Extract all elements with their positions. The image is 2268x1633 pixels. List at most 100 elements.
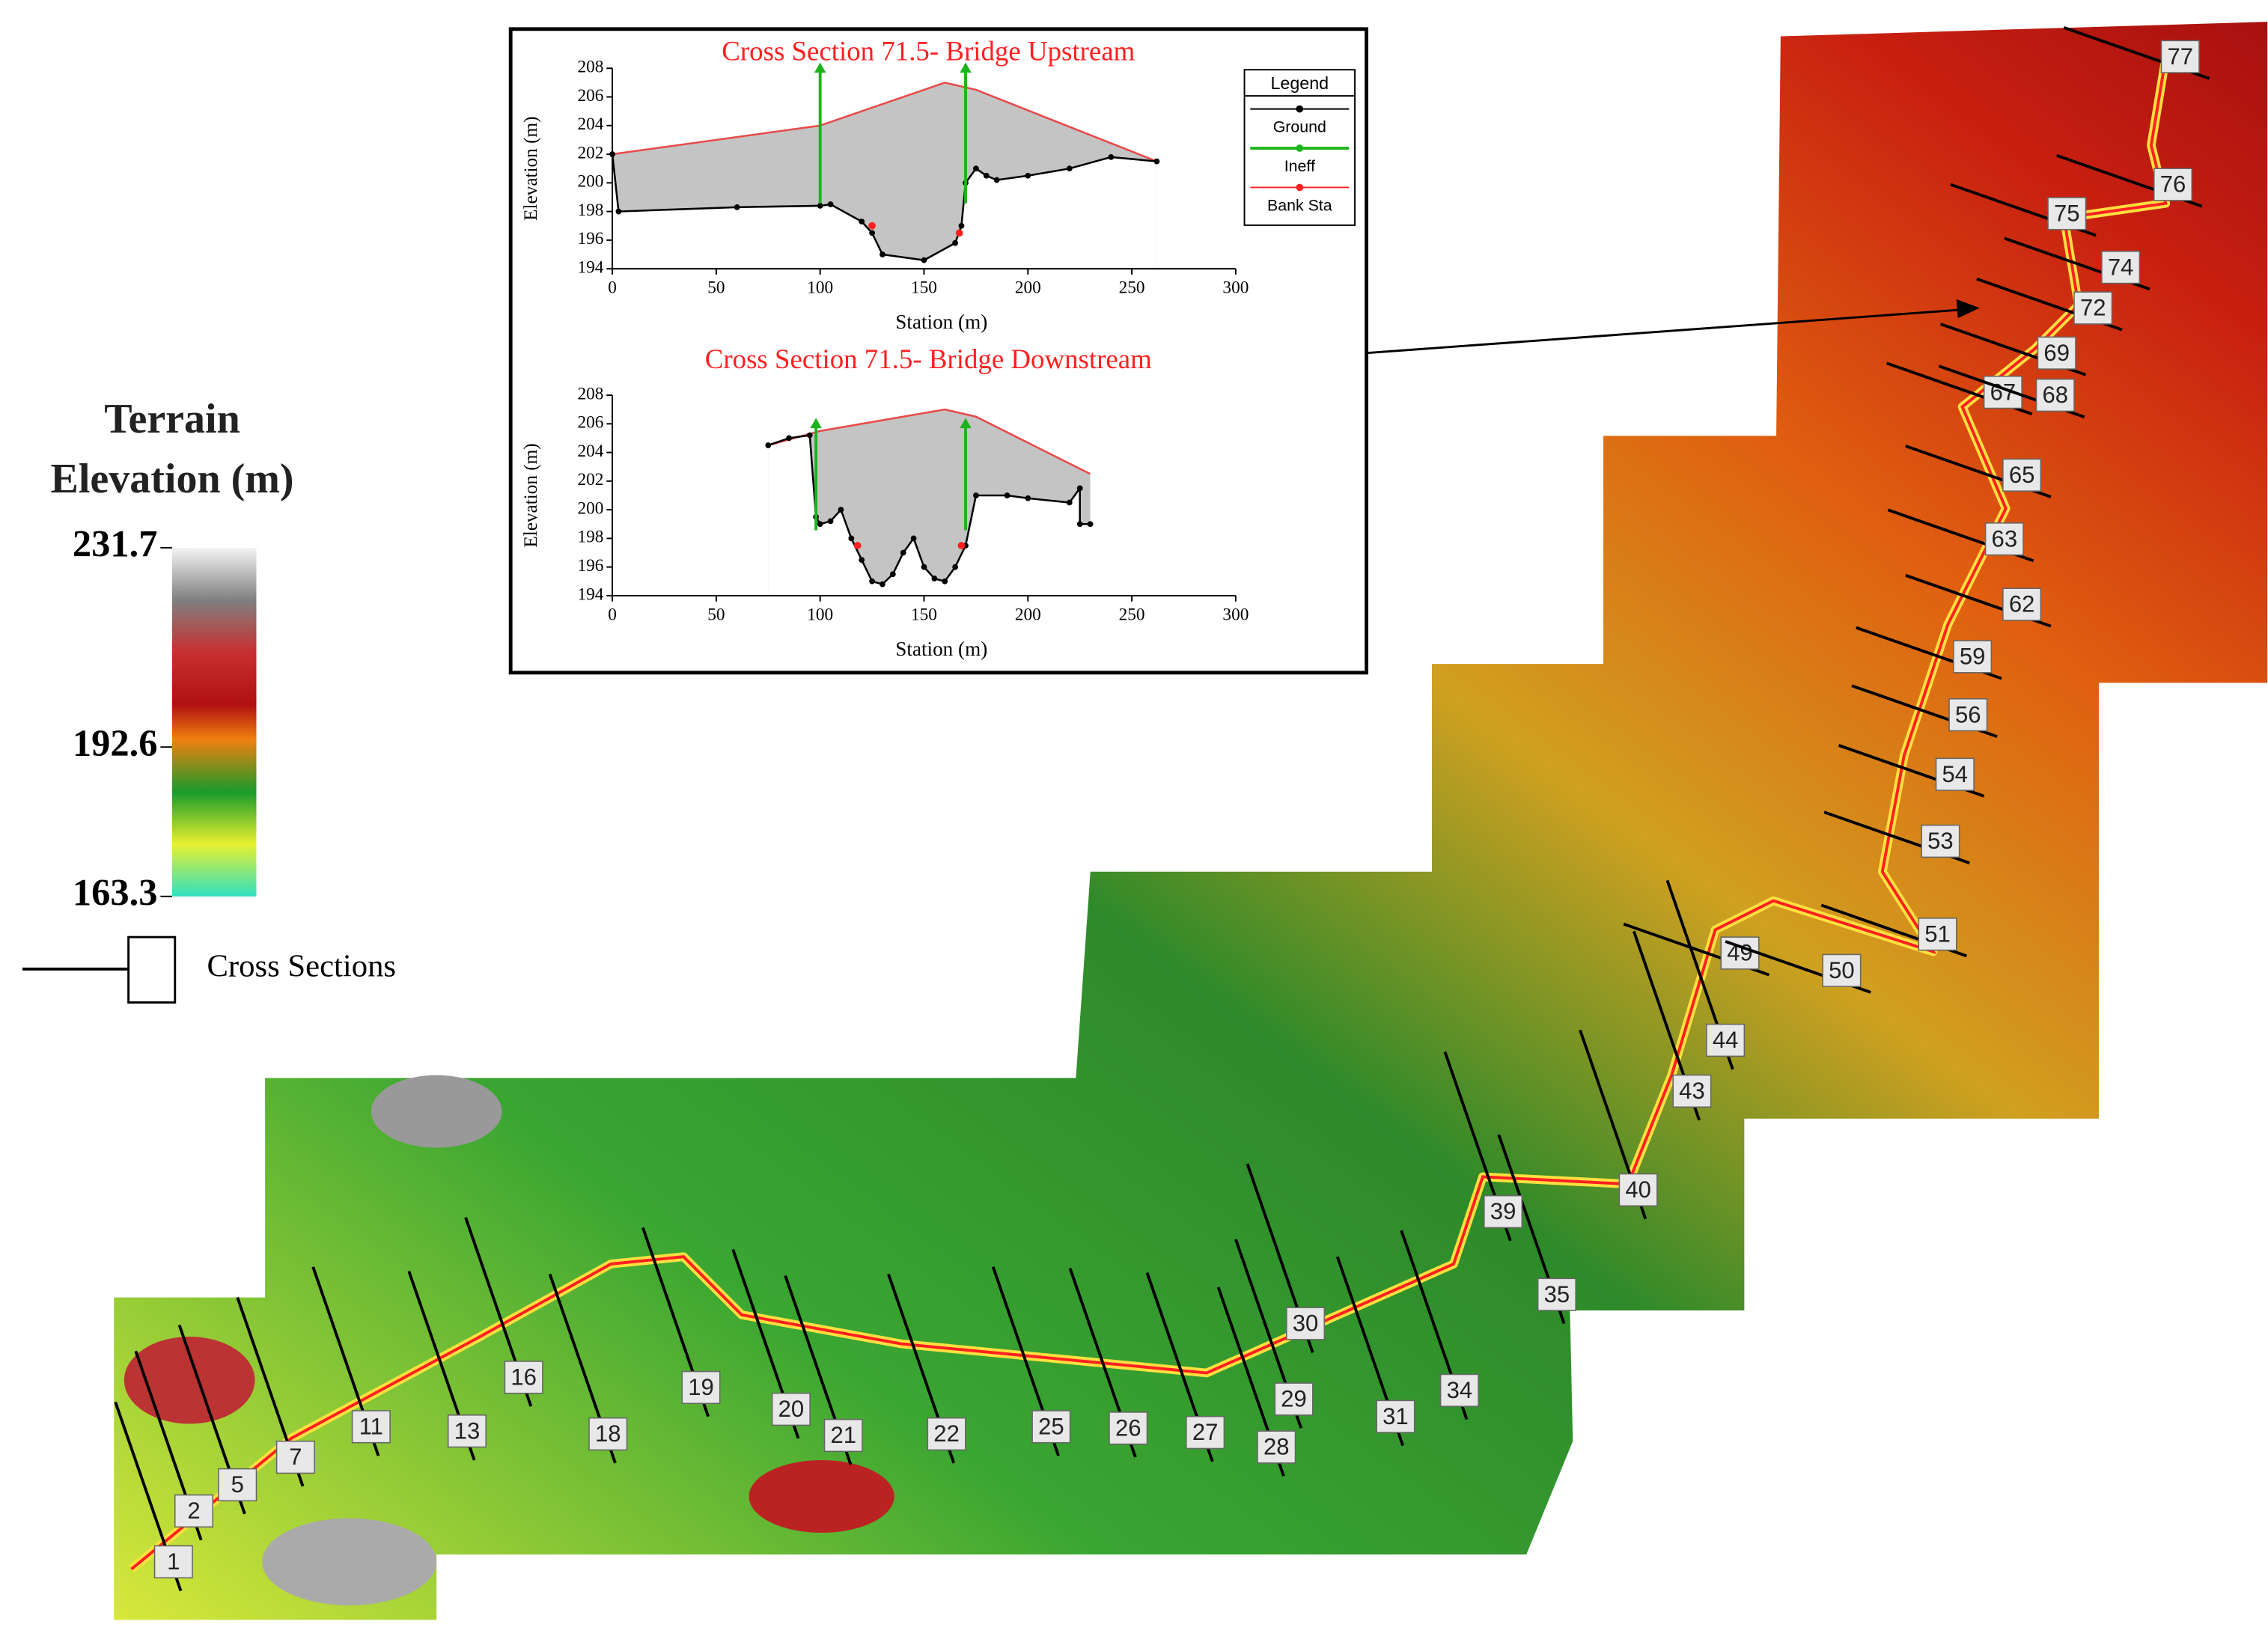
chart-title: Cross Section 71.5- Bridge Upstream (722, 35, 1135, 66)
ground-point (827, 201, 834, 207)
section-label: 28 (1263, 1434, 1290, 1460)
y-tick-label: 196 (578, 556, 604, 576)
section-label: 50 (1829, 957, 1855, 983)
y-tick-label: 194 (578, 584, 604, 604)
section-label: 22 (933, 1420, 960, 1447)
x-tick-label: 50 (707, 605, 725, 624)
ground-point (817, 203, 823, 209)
section-label: 65 (2009, 462, 2035, 488)
ground-point (973, 165, 979, 172)
section-label-box (447, 1414, 487, 1448)
y-tick-label: 198 (578, 528, 604, 547)
x-tick-label: 150 (911, 605, 937, 624)
y-axis-label: Elevation (m) (521, 117, 541, 221)
section-label-box (1822, 953, 1862, 987)
ground-point (859, 219, 865, 225)
section-label: 21 (830, 1422, 856, 1448)
section-label-box (2101, 251, 2141, 284)
ground-area (612, 154, 1157, 269)
section-label: 19 (688, 1374, 714, 1400)
colorbar-label: 163.3 (73, 871, 158, 913)
section-label: 7 (289, 1444, 302, 1470)
section-label: 11 (359, 1413, 383, 1439)
section-label: 40 (1625, 1176, 1651, 1203)
section-label: 31 (1383, 1403, 1409, 1429)
section-label-box (1921, 824, 1960, 858)
ground-point (817, 521, 823, 528)
ground-point (1108, 153, 1115, 160)
ground-point (1087, 521, 1094, 528)
x-tick-label: 50 (707, 278, 725, 298)
x-tick-label: 200 (1015, 605, 1041, 624)
ground-point (910, 535, 917, 542)
y-tick-label: 202 (578, 143, 604, 162)
y-tick-label: 200 (578, 172, 604, 192)
legend-marker (1296, 183, 1304, 192)
x-tick-label: 300 (1222, 278, 1249, 298)
x-tick-label: 150 (911, 278, 937, 298)
section-label-box (1257, 1430, 1296, 1464)
ineff-marker (960, 62, 972, 73)
ground-point (880, 251, 885, 257)
section-label: 27 (1192, 1419, 1219, 1445)
bank-station (955, 229, 963, 237)
x-tick-label: 0 (608, 278, 617, 298)
bank-station (957, 542, 966, 549)
ground-point (1066, 499, 1073, 506)
section-label-box (2002, 458, 2042, 492)
x-tick-label: 250 (1119, 605, 1145, 624)
y-tick-label: 200 (578, 498, 604, 518)
section-label-box (1935, 757, 1975, 791)
ground-point (1025, 495, 1031, 501)
section-label: 26 (1115, 1414, 1141, 1441)
ground-point (827, 518, 834, 525)
ground-point (1066, 165, 1073, 172)
hill (124, 1336, 255, 1424)
ground-point (1004, 492, 1010, 498)
section-label: 1 (167, 1548, 180, 1575)
section-label: 30 (1293, 1310, 1319, 1337)
section-label-box (1706, 1023, 1746, 1057)
ground-point (1076, 521, 1083, 528)
x-tick-label: 100 (807, 278, 833, 298)
x-tick-label: 300 (1222, 605, 1249, 624)
ineff-marker (960, 418, 972, 429)
section-label-box (2037, 336, 2076, 370)
section-label-box (771, 1392, 811, 1426)
x-tick-label: 250 (1119, 278, 1145, 298)
axes (612, 68, 1236, 270)
section-label: 51 (1924, 921, 1951, 947)
deck-line (612, 82, 1157, 162)
section-label-box (1953, 640, 1993, 674)
section-label-box (504, 1361, 543, 1394)
ground-point (1076, 485, 1083, 492)
section-label: 34 (1447, 1377, 1473, 1403)
bank-station (853, 542, 862, 549)
section-label: 5 (231, 1471, 244, 1498)
ground-point (880, 581, 885, 587)
section-label-box (275, 1440, 315, 1474)
ground-point (859, 557, 865, 563)
chart-title: Cross Section 71.5- Bridge Downstream (705, 344, 1152, 374)
y-tick-label: 204 (578, 442, 604, 461)
y-tick-label: 204 (578, 115, 604, 134)
ground-point (983, 172, 990, 179)
ground-point (900, 549, 906, 556)
section-label: 62 (2009, 591, 2035, 617)
ground-point (931, 576, 938, 582)
ground-point (806, 432, 813, 439)
section-label: 63 (1992, 525, 2018, 552)
ground-area (768, 435, 1091, 596)
section-label: 74 (2108, 254, 2134, 280)
section-label-box (1186, 1415, 1225, 1450)
x-axis-label: Station (m) (895, 311, 987, 333)
terrain (114, 22, 2268, 1620)
section-label-box (1286, 1307, 1326, 1340)
ground-point (921, 257, 927, 263)
colorbar-label: 192.6 (73, 722, 158, 764)
ground-point (734, 204, 740, 210)
ground-point (973, 492, 979, 498)
section-label-box (1537, 1278, 1576, 1311)
section-label-box (1109, 1411, 1148, 1445)
section-label-box (588, 1417, 628, 1451)
